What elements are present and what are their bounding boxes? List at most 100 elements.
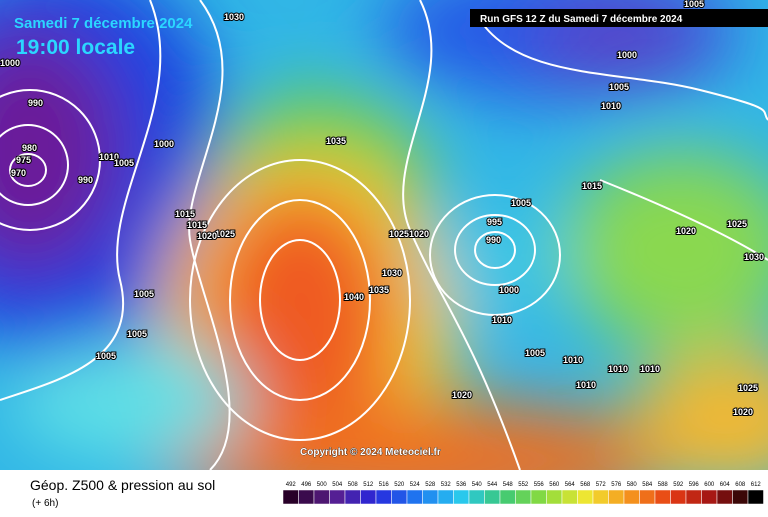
colorbar-cell — [298, 489, 315, 505]
isobar-label: 1035 — [326, 136, 346, 146]
isobar-label: 1010 — [640, 364, 660, 374]
isobar-label: 975 — [16, 155, 31, 165]
colorbar-cell — [391, 489, 408, 505]
isobar-label: 990 — [486, 235, 501, 245]
run-banner — [470, 9, 768, 27]
time: 19:00 locale — [16, 36, 135, 59]
colorbar-cell — [639, 489, 656, 505]
colorbar-label: 508 — [348, 482, 359, 488]
colorbar-cell — [546, 489, 563, 505]
isobar-label: 1000 — [154, 139, 174, 149]
isobar-label: 995 — [487, 217, 502, 227]
colorbar-label: 564 — [565, 482, 576, 488]
isobar-label: 1030 — [744, 252, 764, 262]
colorbar-label: 532 — [441, 482, 452, 488]
colorbar-label: 608 — [735, 482, 746, 488]
colorbar-cell — [608, 489, 625, 505]
colorbar-cell — [437, 489, 454, 505]
colorbar-label: 548 — [503, 482, 514, 488]
colorbar-label: 552 — [518, 482, 529, 488]
colorbar-cell — [623, 489, 640, 505]
isobar-label: 1005 — [114, 158, 134, 168]
copyright: Copyright © 2024 Meteociel.fr — [300, 447, 441, 458]
colorbar-cell — [561, 489, 578, 505]
isobar-label: 1030 — [382, 268, 402, 278]
colorbar-cell — [313, 489, 330, 505]
isobar-label: 1015 — [175, 209, 195, 219]
isobar-label: 1000 — [617, 50, 637, 60]
colorbar-label: 500 — [317, 482, 328, 488]
isobar-label: 990 — [78, 175, 93, 185]
legend-title: Géop. Z500 & pression au sol — [30, 477, 215, 493]
colorbar-label: 536 — [456, 482, 467, 488]
colorbar-label: 496 — [301, 482, 312, 488]
colorbar-cell — [530, 489, 547, 505]
isobar-label: 1005 — [511, 198, 531, 208]
colorbar: 492 496 500 504 508 512 516 520 524 528 532 536 540 5… — [282, 482, 764, 505]
isobar-label: 1010 — [99, 152, 119, 162]
colorbar-label: 604 — [720, 482, 731, 488]
isobar-label: 1005 — [96, 351, 116, 361]
isobar-label: 1020 — [676, 226, 696, 236]
colorbar-cell — [732, 489, 749, 505]
colorbar-label: 504 — [332, 482, 343, 488]
colorbar-label: 516 — [379, 482, 390, 488]
colorbar-cell — [701, 489, 718, 505]
colorbar-label: 512 — [363, 482, 374, 488]
isobar-label: 980 — [22, 143, 37, 153]
isobar-label: 1040 — [344, 292, 364, 302]
run-info: Run GFS 12 Z du Samedi 7 décembre 2024 — [480, 14, 683, 25]
colorbar-label: 568 — [580, 482, 591, 488]
colorbar-cell — [685, 489, 702, 505]
colorbar-cell — [499, 489, 516, 505]
isobar-label: 1010 — [576, 380, 596, 390]
isobar-label: 1035 — [369, 285, 389, 295]
isobar-label: 1025 — [738, 383, 758, 393]
colorbar-label: 520 — [394, 482, 405, 488]
colorbar-cell — [282, 489, 299, 505]
colorbar-cell — [716, 489, 733, 505]
colorbar-cell — [654, 489, 671, 505]
isobar-label: 990 — [28, 98, 43, 108]
colorbar-cell — [406, 489, 423, 505]
colorbar-label: 588 — [658, 482, 669, 488]
isobar-label: 1025 — [389, 229, 409, 239]
colorbar-label: 612 — [751, 482, 762, 488]
colorbar-cell — [592, 489, 609, 505]
colorbar-label: 544 — [487, 482, 498, 488]
isobar-label: 1020 — [452, 390, 472, 400]
colorbar-label: 596 — [689, 482, 700, 488]
colorbar-cell — [375, 489, 392, 505]
isobar-label: 1010 — [601, 101, 621, 111]
isobar-label: 1010 — [608, 364, 628, 374]
isobar-label: 1000 — [499, 285, 519, 295]
colorbar-label: 560 — [549, 482, 560, 488]
isobar-label: 970 — [11, 168, 26, 178]
colorbar-label: 524 — [410, 482, 421, 488]
isobars — [0, 0, 768, 471]
isobar-label: 1005 — [525, 348, 545, 358]
isobar-label: 1030 — [224, 12, 244, 22]
isobar-label: 1020 — [197, 231, 217, 241]
colorbar-label: 556 — [534, 482, 545, 488]
colorbar-label: 600 — [704, 482, 715, 488]
isobar-label: 1005 — [609, 82, 629, 92]
colorbar-cell — [453, 489, 470, 505]
colorbar-cell — [360, 489, 377, 505]
forecast-step: (+ 6h) — [32, 498, 58, 509]
date: Samedi 7 décembre 2024 — [14, 15, 193, 32]
isobar-label: 1015 — [187, 220, 207, 230]
colorbar-label: 592 — [673, 482, 684, 488]
colorbar-label: 580 — [627, 482, 638, 488]
colorbar-label: 576 — [611, 482, 622, 488]
colorbar-cell — [344, 489, 361, 505]
colorbar-label: 584 — [642, 482, 653, 488]
colorbar-label: 492 — [286, 482, 297, 488]
isobar-label: 1000 — [0, 58, 20, 68]
colorbar-cell — [577, 489, 594, 505]
colorbar-cell — [484, 489, 501, 505]
isobar-label: 1015 — [582, 181, 602, 191]
colorbar-label: 528 — [425, 482, 436, 488]
